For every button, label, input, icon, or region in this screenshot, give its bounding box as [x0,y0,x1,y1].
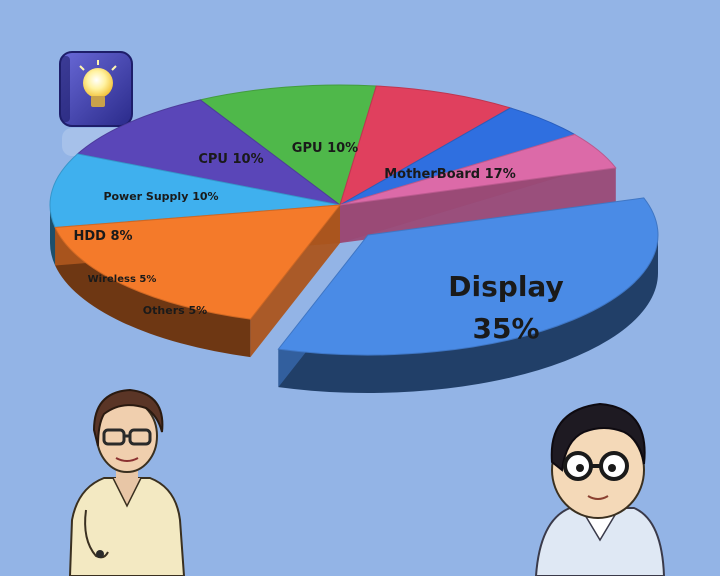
pie-slice-others [339,133,617,243]
man-character [534,402,666,576]
slice-label-hdd: HDD 8% [73,229,132,244]
slice-label-others: Others 5% [143,304,207,317]
pie-slice-display [277,197,659,393]
slice-label-cpu: CPU 10% [198,152,263,167]
slice-label-gpu: GPU 10% [292,141,358,156]
pie-slice-motherboard [54,204,342,358]
slice-label-motherboard: MotherBoard 17% [384,167,516,182]
slice-value-display: 35% [472,312,539,345]
woman-character [68,388,186,576]
slice-label-power-supply: Power Supply 10% [103,190,218,203]
slice-label-wireless: Wireless 5% [88,274,157,285]
slice-label-display: Display [448,270,563,303]
pie-chart: Display 35% MotherBoard 17% GPU 10% CPU 10% P… [49,84,659,393]
